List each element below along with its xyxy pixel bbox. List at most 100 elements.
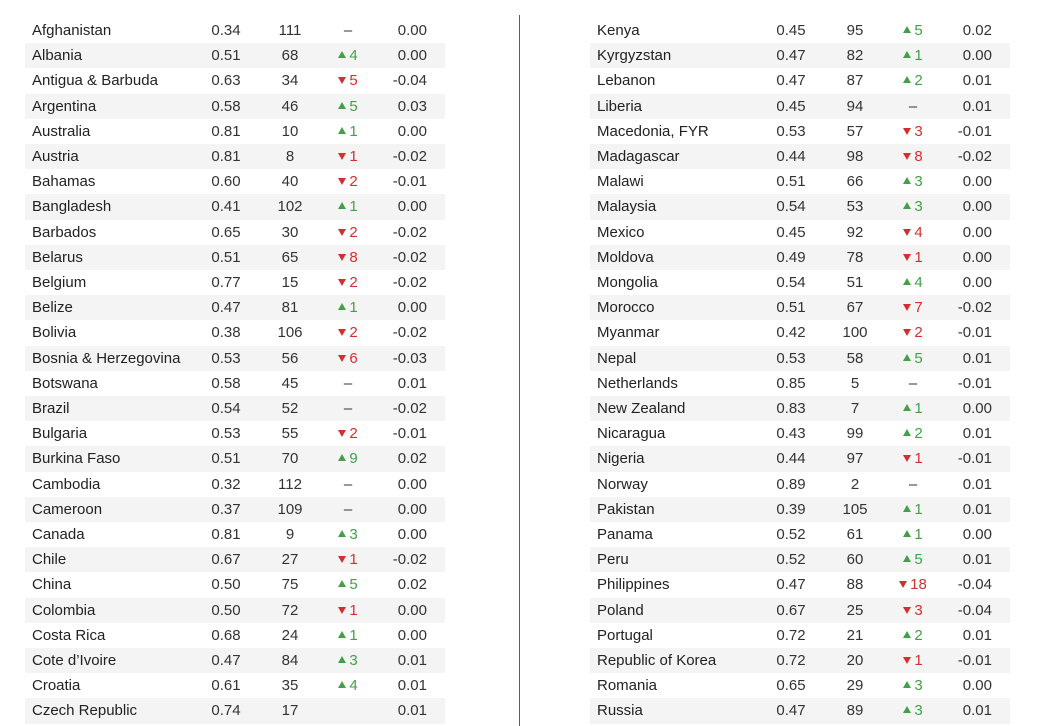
score: 0.45 bbox=[776, 223, 806, 241]
rank-change: 2 bbox=[893, 421, 933, 446]
rank: 2 bbox=[850, 475, 860, 493]
trend-arrow bbox=[338, 228, 347, 236]
change-value: – bbox=[908, 374, 918, 392]
country-name: Poland bbox=[597, 601, 644, 619]
change-value: 3 bbox=[914, 173, 923, 191]
score: 0.77 bbox=[211, 274, 241, 292]
score-change: 0.00 bbox=[397, 500, 427, 518]
score: 0.41 bbox=[211, 198, 241, 216]
score: 0.81 bbox=[211, 122, 241, 140]
score: 0.85 bbox=[776, 374, 806, 392]
trend-arrow bbox=[903, 278, 912, 286]
score-change: 0.00 bbox=[962, 173, 992, 191]
table-row: Liberia 0.45 94 – 0.01 bbox=[590, 93, 1010, 119]
change-value: 2 bbox=[349, 324, 358, 342]
score: 0.34 bbox=[211, 22, 241, 39]
trend-arrow bbox=[903, 530, 912, 538]
country-name: Norway bbox=[597, 475, 648, 493]
table-row: Moldova 0.49 78 1 0.00 bbox=[590, 244, 1010, 271]
country-name: Malawi bbox=[597, 173, 644, 191]
change-value: 9 bbox=[349, 450, 358, 468]
score: 0.54 bbox=[211, 400, 241, 418]
rank: 35 bbox=[281, 677, 299, 695]
change-value: 2 bbox=[914, 324, 923, 342]
rank-change: 6 bbox=[328, 346, 368, 371]
change-value: 1 bbox=[349, 148, 358, 166]
country-name: Afghanistan bbox=[32, 22, 112, 39]
country-name: Morocco bbox=[597, 299, 655, 317]
table-row: Argentina 0.58 46 5 0.03 bbox=[25, 93, 445, 119]
country-name: Romania bbox=[597, 677, 658, 695]
rank-change: – bbox=[893, 94, 933, 119]
trend-arrow bbox=[903, 253, 912, 261]
table-row: Kyrgyzstan 0.47 82 1 0.00 bbox=[590, 43, 1010, 69]
table-row: Barbados 0.65 30 2 -0.02 bbox=[25, 220, 445, 245]
change-value: – bbox=[908, 475, 918, 493]
score-change: -0.04 bbox=[957, 601, 992, 619]
change-value: 8 bbox=[349, 248, 358, 266]
rank: 53 bbox=[846, 198, 864, 216]
score: 0.44 bbox=[776, 148, 806, 166]
trend-arrow bbox=[338, 530, 347, 538]
rank-change: 1 bbox=[893, 522, 933, 547]
trend-arrow bbox=[903, 429, 912, 437]
score-change: -0.01 bbox=[957, 652, 992, 670]
country-name: Botswana bbox=[32, 374, 98, 392]
country-name: Croatia bbox=[32, 677, 81, 695]
country-name: Russia bbox=[597, 702, 643, 720]
rank: 5 bbox=[850, 374, 860, 392]
score-change: -0.02 bbox=[392, 274, 427, 292]
change-value: 5 bbox=[914, 22, 923, 39]
change-value: 1 bbox=[914, 400, 923, 418]
rank: 75 bbox=[281, 576, 299, 594]
score-change: 0.00 bbox=[962, 274, 992, 292]
score: 0.51 bbox=[211, 47, 241, 65]
rank: 100 bbox=[842, 324, 868, 342]
rank-change: 2 bbox=[893, 623, 933, 648]
trend-arrow bbox=[338, 681, 347, 689]
table-row: Canada 0.81 9 3 0.00 bbox=[25, 522, 445, 547]
change-value: 1 bbox=[914, 500, 923, 518]
rank-change: 1 bbox=[328, 119, 368, 144]
change-value: 3 bbox=[914, 677, 923, 695]
rank: 111 bbox=[278, 22, 302, 39]
rank-change: 5 bbox=[893, 547, 933, 572]
score: 0.51 bbox=[211, 248, 241, 266]
trend-arrow bbox=[338, 253, 347, 261]
change-value: 4 bbox=[914, 223, 923, 241]
rank-change: 2 bbox=[328, 220, 368, 245]
rank-change: 5 bbox=[893, 346, 933, 371]
trend-arrow bbox=[338, 279, 347, 287]
trend-arrow bbox=[338, 329, 347, 337]
change-value: 4 bbox=[349, 47, 358, 65]
score: 0.89 bbox=[776, 475, 806, 493]
country-name: Chile bbox=[32, 551, 67, 569]
table-row: Portugal 0.72 21 2 0.01 bbox=[590, 623, 1010, 648]
trend-arrow bbox=[338, 606, 347, 614]
change-value: 2 bbox=[349, 425, 358, 443]
rank: 84 bbox=[281, 652, 299, 670]
rank: 27 bbox=[281, 551, 299, 569]
table-row: Croatia 0.61 35 4 0.01 bbox=[25, 673, 445, 698]
trend-arrow bbox=[903, 606, 912, 614]
rank-change: 3 bbox=[328, 648, 368, 673]
rank: 10 bbox=[281, 122, 299, 140]
trend-arrow bbox=[903, 76, 912, 84]
score: 0.81 bbox=[211, 148, 241, 166]
trend-arrow bbox=[338, 202, 347, 210]
table-row: Botswana 0.58 45 – 0.01 bbox=[25, 371, 445, 396]
change-value: 3 bbox=[914, 601, 923, 619]
rank-change: 5 bbox=[328, 94, 368, 119]
rank: 46 bbox=[281, 97, 299, 115]
table-row: Bahamas 0.60 40 2 -0.01 bbox=[25, 169, 445, 194]
score-change: 0.01 bbox=[962, 551, 992, 569]
country-name: Macedonia, FYR bbox=[597, 122, 709, 140]
score-change: 0.00 bbox=[962, 526, 992, 544]
score: 0.58 bbox=[211, 97, 241, 115]
rank: 52 bbox=[281, 400, 299, 418]
change-value: 1 bbox=[914, 47, 923, 65]
score: 0.67 bbox=[776, 601, 806, 619]
table-row: Belize 0.47 81 1 0.00 bbox=[25, 295, 445, 321]
score: 0.47 bbox=[211, 652, 241, 670]
rank: 94 bbox=[846, 97, 864, 115]
